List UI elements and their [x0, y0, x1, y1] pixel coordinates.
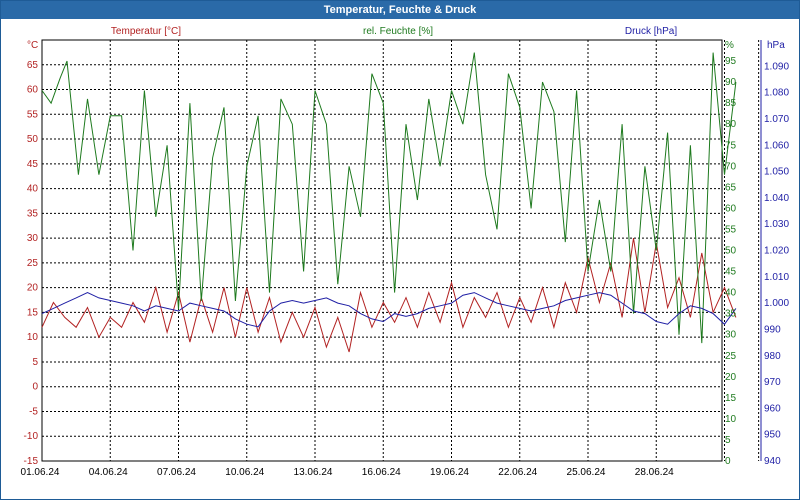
mid-tick-label: 35	[725, 309, 737, 320]
x-tick-label: 28.06.24	[635, 467, 674, 478]
grid-lines	[41, 39, 762, 462]
mid-tick-label: 20	[725, 372, 737, 383]
series-group	[41, 52, 737, 353]
mid-tick-label: 45	[725, 267, 737, 278]
mid-tick-label: 65	[725, 182, 737, 193]
mid-tick-label: 10	[725, 414, 737, 425]
left-tick-label: 25	[27, 258, 39, 269]
mid-tick-label: 5	[725, 435, 731, 446]
right-tick-label: 1.020	[764, 246, 789, 257]
left-tick-label: 20	[27, 283, 39, 294]
left-tick-label: 30	[27, 233, 39, 244]
mid-tick-label: 75	[725, 140, 737, 151]
legend-label: Druck [hPa]	[625, 26, 677, 37]
right-tick-label: 1.050	[764, 167, 789, 178]
x-tick-label: 25.06.24	[567, 467, 606, 478]
mid-tick-label: 90	[725, 77, 737, 88]
right-tick-label: 980	[764, 351, 781, 362]
right-tick-label: 1.090	[764, 61, 789, 72]
left-tick-label: 45	[27, 159, 39, 170]
mid-tick-label: 30	[725, 330, 737, 341]
mid-tick-label: 40	[725, 288, 737, 299]
right-tick-label: 990	[764, 324, 781, 335]
left-tick-label: 65	[27, 60, 39, 71]
x-tick-label: 16.06.24	[362, 467, 401, 478]
plot-border	[41, 39, 723, 462]
x-tick-label: 07.06.24	[157, 467, 196, 478]
series-line	[41, 292, 737, 328]
right-tick-label: 1.070	[764, 114, 789, 125]
x-tick-label: 13.06.24	[294, 467, 333, 478]
left-tick-label: 15	[27, 307, 39, 318]
mid-tick-label: 85	[725, 98, 737, 109]
left-tick-label: 50	[27, 134, 39, 145]
x-tick-label: 04.06.24	[89, 467, 128, 478]
right-tick-label: 1.040	[764, 193, 789, 204]
left-tick-label: 0	[32, 382, 38, 393]
mid-tick-label: 55	[725, 224, 737, 235]
x-tick-label: 01.06.24	[21, 467, 60, 478]
series-line	[41, 238, 737, 353]
x-tick-label: 22.06.24	[498, 467, 537, 478]
right-axis-unit: hPa	[767, 40, 785, 51]
mid-tick-label: 60	[725, 203, 737, 214]
left-tick-label: 10	[27, 332, 39, 343]
left-tick-label: 60	[27, 85, 39, 96]
right-tick-label: 960	[764, 403, 781, 414]
mid-tick-label: 0	[725, 456, 731, 467]
mid-tick-label: 25	[725, 351, 737, 362]
series-line	[41, 52, 737, 344]
right-tick-label: 970	[764, 377, 781, 388]
right-tick-label: 1.080	[764, 88, 789, 99]
axis-labels: -15-10-505101520253035404550556065°C01.0…	[21, 26, 790, 478]
left-axis-unit: °C	[27, 40, 38, 51]
right-tick-label: 950	[764, 430, 781, 441]
x-tick-label: 10.06.24	[225, 467, 264, 478]
left-tick-label: 40	[27, 184, 39, 195]
left-tick-label: 35	[27, 208, 39, 219]
mid-tick-label: 50	[725, 246, 737, 257]
left-tick-label: -10	[24, 431, 39, 442]
right-tick-label: 940	[764, 456, 781, 467]
legend-label: Temperatur [°C]	[111, 26, 181, 37]
mid-tick-label: 15	[725, 393, 737, 404]
left-tick-label: -5	[29, 406, 38, 417]
right-tick-label: 1.000	[764, 298, 789, 309]
mid-tick-label: 80	[725, 119, 737, 130]
right-tick-label: 1.010	[764, 272, 789, 283]
mid-tick-label: 95	[725, 56, 737, 67]
left-tick-label: -15	[24, 456, 39, 467]
left-tick-label: 55	[27, 109, 39, 120]
x-tick-label: 19.06.24	[430, 467, 469, 478]
mid-axis-unit: %	[725, 40, 734, 51]
left-tick-label: 5	[32, 357, 38, 368]
legend-label: rel. Feuchte [%]	[363, 26, 433, 37]
right-tick-label: 1.030	[764, 219, 789, 230]
window-title: Temperatur, Feuchte & Druck	[1, 1, 799, 19]
right-tick-label: 1.060	[764, 140, 789, 151]
mid-tick-label: 70	[725, 161, 737, 172]
